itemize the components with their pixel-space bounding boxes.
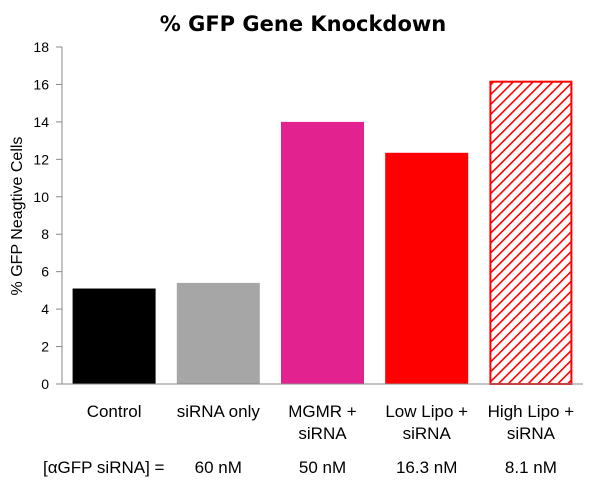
category-labels: Control siRNA only MGMR + siRNA Low Lipo + si… xyxy=(87,402,575,443)
bar xyxy=(489,80,573,385)
concentration-value: 8.1 nM xyxy=(505,458,557,477)
y-tick-label: 4 xyxy=(41,301,49,317)
y-tick-label: 2 xyxy=(41,339,49,355)
concentration-values: 60 nM 50 nM 16.3 nM 8.1 nM xyxy=(195,458,557,477)
y-tick-label: 18 xyxy=(33,39,49,55)
y-tick-label: 16 xyxy=(33,76,49,92)
category-label: Control xyxy=(87,402,142,421)
chart-title: % GFP Gene Knockdown xyxy=(160,12,447,36)
category-label: siRNA xyxy=(403,424,452,443)
y-tick-label: 14 xyxy=(33,114,49,130)
category-label: MGMR + xyxy=(288,402,357,421)
category-label: siRNA only xyxy=(177,402,261,421)
y-axis-label: % GFP Neagtive Cells xyxy=(9,137,26,296)
y-tick-label: 6 xyxy=(41,264,49,280)
category-label: Low Lipo + xyxy=(385,402,468,421)
category-label: High Lipo + xyxy=(488,402,575,421)
y-axis-ticks: 0 2 4 6 8 10 12 14 16 18 xyxy=(33,39,62,392)
y-tick-label: 8 xyxy=(41,226,49,242)
category-label: siRNA xyxy=(298,424,347,443)
concentration-value: 60 nM xyxy=(195,458,242,477)
bar xyxy=(281,121,364,384)
concentration-value: 16.3 nM xyxy=(396,458,457,477)
category-label: siRNA xyxy=(507,424,556,443)
y-tick-label: 12 xyxy=(33,151,49,167)
bar xyxy=(72,288,156,384)
bar xyxy=(385,152,469,384)
bar xyxy=(176,282,260,384)
concentration-label: [αGFP siRNA] = xyxy=(43,458,165,477)
bars xyxy=(72,80,573,385)
concentration-value: 50 nM xyxy=(299,458,346,477)
y-tick-label: 10 xyxy=(33,189,49,205)
y-tick-label: 0 xyxy=(41,376,49,392)
